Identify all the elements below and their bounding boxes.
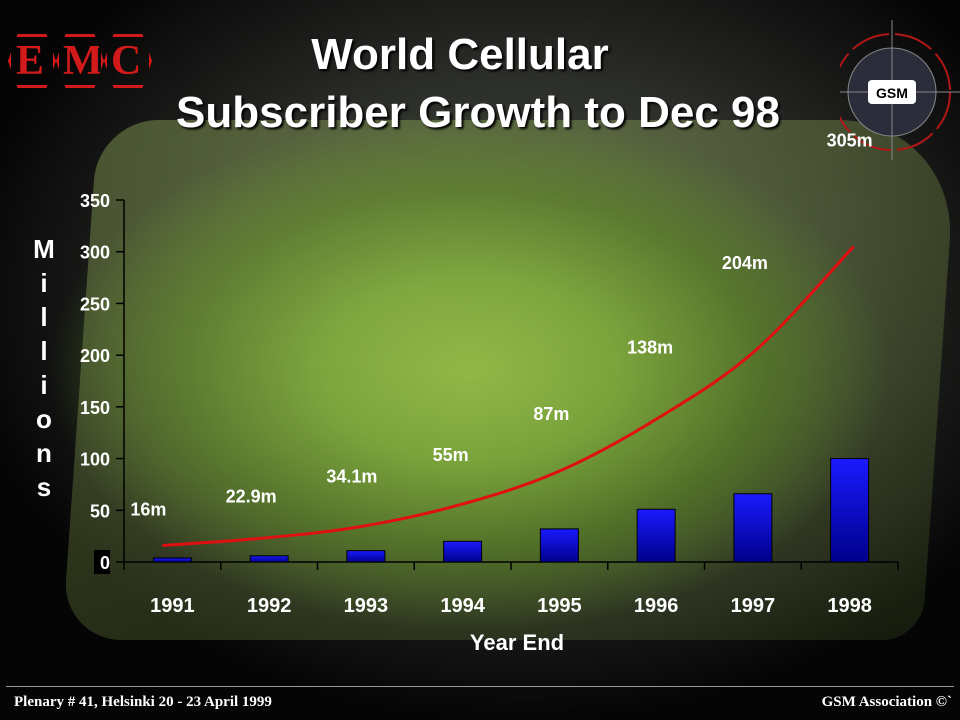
chart-title-line1: World Cellular: [311, 30, 609, 79]
data-label: 55m: [433, 445, 469, 465]
x-tick-label: 1994: [440, 595, 485, 617]
y-tick-label: 200: [80, 346, 110, 366]
bar: [346, 550, 386, 563]
x-tick-label: 1998: [827, 595, 872, 617]
data-label: 204m: [722, 253, 768, 273]
y-axis-title-letter: i: [40, 268, 47, 298]
x-tick-label: 1997: [731, 595, 776, 617]
svg-text:GSM: GSM: [876, 85, 908, 101]
y-axis-title-letter: n: [36, 438, 52, 468]
gsm-association-logo: GSM: [840, 20, 960, 160]
x-tick-label: 1995: [537, 595, 582, 617]
y-axis-title-letter: s: [37, 472, 51, 502]
x-tick-label: 1993: [344, 595, 389, 617]
bar: [249, 555, 289, 563]
x-tick-label: 1992: [247, 595, 292, 617]
footer-right-text: GSM Association ©`: [821, 694, 952, 710]
data-label: 138m: [627, 337, 673, 357]
growth-curve: [162, 245, 855, 547]
bar: [636, 508, 676, 563]
chart-title-line2: Subscriber Growth to Dec 98: [176, 88, 780, 137]
x-tick-label: 1996: [634, 595, 679, 617]
y-axis-title-letter: l: [40, 302, 47, 332]
bar: [152, 557, 192, 563]
bar: [733, 493, 773, 563]
y-tick-label: 150: [80, 398, 110, 418]
footer-left-text: Plenary # 41, Helsinki 20 - 23 April 199…: [14, 694, 272, 710]
bar: [443, 540, 483, 563]
y-axis-title-letter: l: [40, 336, 47, 366]
data-label: 34.1m: [326, 467, 377, 487]
footer-divider: [6, 686, 954, 687]
bar: [539, 528, 579, 563]
y-tick-label: 300: [80, 243, 110, 263]
x-axis-title: Year End: [470, 630, 564, 655]
x-tick-label: 1991: [150, 595, 195, 617]
bar: [830, 458, 870, 563]
y-axis-title-letter: o: [36, 404, 52, 434]
y-tick-label: 50: [90, 501, 110, 521]
y-tick-label: 250: [80, 294, 110, 314]
data-label: 22.9m: [226, 486, 277, 506]
y-tick-label: 350: [80, 191, 110, 211]
y-axis-title-letter: i: [40, 370, 47, 400]
y-axis-title-letter: M: [33, 234, 55, 264]
data-label: 16m: [130, 499, 166, 519]
y-tick-label: 100: [80, 450, 110, 470]
y-tick-zero-bg: [94, 550, 110, 574]
data-label: 305m: [827, 131, 873, 151]
data-label: 87m: [533, 404, 569, 424]
y-tick-label: 0: [100, 553, 110, 573]
